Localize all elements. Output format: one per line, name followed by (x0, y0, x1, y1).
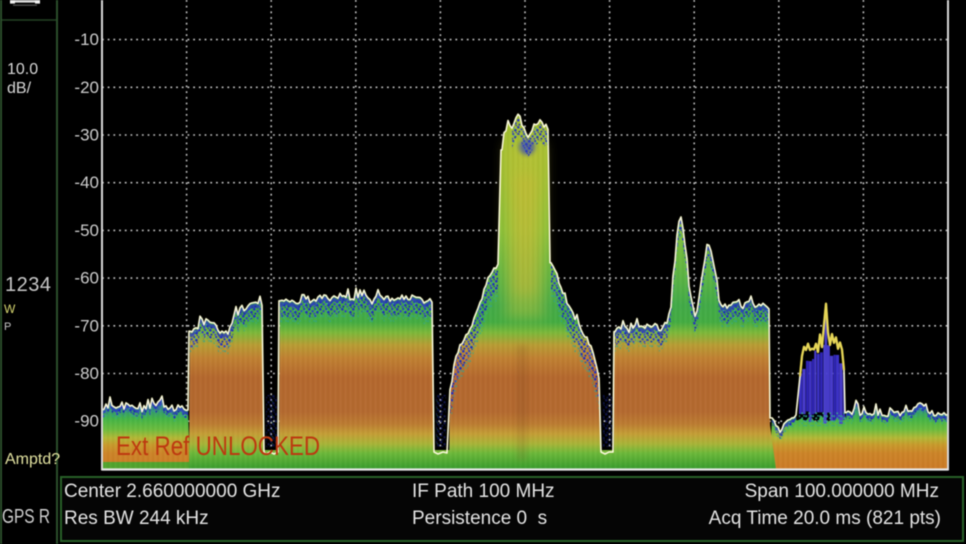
svg-text:W: W (4, 302, 16, 316)
svg-text:-50: -50 (74, 221, 99, 240)
svg-text:-80: -80 (74, 364, 99, 383)
svg-text:Span 100.000000 MHz: Span 100.000000 MHz (745, 481, 939, 502)
svg-text:Ext Ref UNLOCKED: Ext Ref UNLOCKED (116, 431, 320, 461)
svg-text:Center 2.660000000 GHz: Center 2.660000000 GHz (64, 481, 281, 502)
svg-text:P: P (4, 321, 11, 333)
svg-text:Amptd?: Amptd? (5, 451, 60, 468)
svg-text:-90: -90 (74, 412, 99, 431)
svg-text:-20: -20 (74, 78, 99, 97)
svg-text:IF Path 100 MHz: IF Path 100 MHz (412, 481, 555, 502)
svg-text:-10: -10 (74, 30, 99, 49)
svg-text:dB/: dB/ (7, 80, 32, 97)
svg-text:-70: -70 (74, 316, 99, 335)
svg-text:1234: 1234 (5, 274, 51, 296)
svg-text:-30: -30 (74, 126, 99, 145)
svg-text:GPS R: GPS R (2, 506, 50, 528)
svg-text:Persistence 0 s: Persistence 0 s (412, 508, 547, 529)
svg-text:-60: -60 (74, 269, 99, 288)
svg-text:Acq Time 20.0 ms (821 pts): Acq Time 20.0 ms (821 pts) (709, 508, 941, 529)
svg-text:Res BW 244 kHz: Res BW 244 kHz (64, 508, 209, 529)
svg-text:10.0: 10.0 (7, 61, 38, 78)
svg-text:-40: -40 (74, 173, 99, 192)
